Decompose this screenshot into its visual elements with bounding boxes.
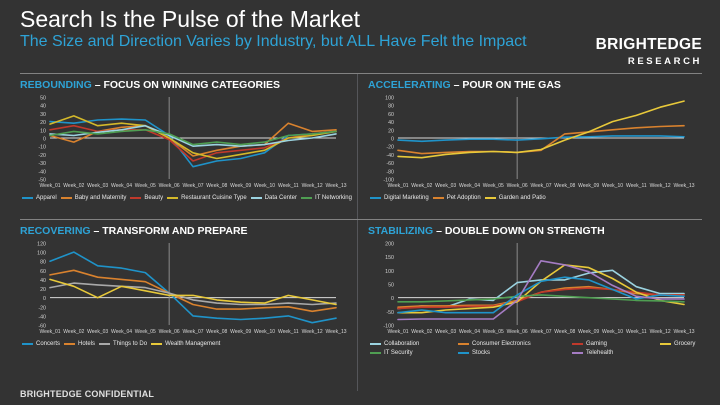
svg-text:Week_05: Week_05 xyxy=(483,183,504,189)
svg-text:Week_04: Week_04 xyxy=(111,329,132,335)
svg-text:-60: -60 xyxy=(386,161,394,167)
svg-text:Week_11: Week_11 xyxy=(278,183,299,189)
svg-text:Week_10: Week_10 xyxy=(602,183,623,189)
svg-text:-20: -20 xyxy=(38,305,46,311)
svg-text:Week_01: Week_01 xyxy=(39,183,60,189)
svg-text:10: 10 xyxy=(40,128,46,134)
svg-text:Week_06: Week_06 xyxy=(507,329,528,335)
svg-text:Week_03: Week_03 xyxy=(435,183,456,189)
svg-text:40: 40 xyxy=(40,104,46,110)
svg-text:Week_02: Week_02 xyxy=(411,329,432,335)
svg-text:Week_04: Week_04 xyxy=(111,183,132,189)
svg-text:60: 60 xyxy=(40,269,46,275)
svg-text:Week_02: Week_02 xyxy=(63,183,84,189)
svg-text:80: 80 xyxy=(40,260,46,266)
svg-text:100: 100 xyxy=(37,251,46,257)
svg-text:200: 200 xyxy=(385,242,394,248)
svg-text:20: 20 xyxy=(388,128,394,134)
svg-text:Week_08: Week_08 xyxy=(206,329,227,335)
svg-text:Week_07: Week_07 xyxy=(530,183,551,189)
svg-text:Week_12: Week_12 xyxy=(650,183,671,189)
svg-text:120: 120 xyxy=(37,242,46,248)
svg-text:Week_05: Week_05 xyxy=(483,329,504,335)
svg-text:40: 40 xyxy=(388,120,394,126)
svg-text:Week_09: Week_09 xyxy=(230,183,251,189)
svg-text:Week_06: Week_06 xyxy=(159,183,180,189)
svg-text:Week_03: Week_03 xyxy=(87,183,108,189)
svg-text:0: 0 xyxy=(391,296,394,302)
svg-text:0: 0 xyxy=(391,137,394,143)
svg-text:100: 100 xyxy=(385,269,394,275)
svg-text:Week_02: Week_02 xyxy=(63,329,84,335)
svg-text:Week_08: Week_08 xyxy=(206,183,227,189)
svg-text:Week_04: Week_04 xyxy=(459,329,480,335)
svg-text:-20: -20 xyxy=(386,145,394,151)
svg-text:0: 0 xyxy=(43,137,46,143)
svg-text:Week_10: Week_10 xyxy=(602,329,623,335)
svg-text:Week_08: Week_08 xyxy=(554,183,575,189)
svg-text:Week_10: Week_10 xyxy=(254,329,275,335)
svg-text:-50: -50 xyxy=(386,310,394,316)
svg-text:-10: -10 xyxy=(38,145,46,151)
svg-text:50: 50 xyxy=(388,283,394,289)
svg-text:-80: -80 xyxy=(386,169,394,175)
svg-text:20: 20 xyxy=(40,120,46,126)
svg-text:Week_11: Week_11 xyxy=(278,329,299,335)
svg-text:Week_05: Week_05 xyxy=(135,329,156,335)
svg-text:30: 30 xyxy=(40,112,46,118)
svg-text:Week_01: Week_01 xyxy=(387,183,408,189)
svg-text:Week_12: Week_12 xyxy=(650,329,671,335)
svg-text:40: 40 xyxy=(40,278,46,284)
svg-text:100: 100 xyxy=(385,96,394,102)
svg-text:0: 0 xyxy=(43,296,46,302)
svg-text:-40: -40 xyxy=(38,169,46,175)
svg-text:Week_13: Week_13 xyxy=(325,329,346,335)
svg-text:Week_08: Week_08 xyxy=(554,329,575,335)
svg-text:Week_10: Week_10 xyxy=(254,183,275,189)
svg-text:Week_12: Week_12 xyxy=(302,183,323,189)
svg-text:Week_05: Week_05 xyxy=(135,183,156,189)
svg-text:150: 150 xyxy=(385,255,394,261)
svg-text:Week_01: Week_01 xyxy=(387,329,408,335)
svg-text:Week_13: Week_13 xyxy=(673,183,694,189)
svg-text:Week_11: Week_11 xyxy=(626,329,647,335)
svg-text:Week_03: Week_03 xyxy=(87,329,108,335)
svg-text:Week_04: Week_04 xyxy=(459,183,480,189)
svg-text:Week_11: Week_11 xyxy=(626,183,647,189)
svg-text:Week_02: Week_02 xyxy=(411,183,432,189)
svg-text:-20: -20 xyxy=(38,153,46,159)
svg-text:-40: -40 xyxy=(38,314,46,320)
svg-text:Week_09: Week_09 xyxy=(230,329,251,335)
svg-text:80: 80 xyxy=(388,104,394,110)
svg-text:Week_06: Week_06 xyxy=(507,183,528,189)
svg-text:Week_07: Week_07 xyxy=(182,329,203,335)
svg-text:Week_13: Week_13 xyxy=(325,183,346,189)
svg-text:Week_07: Week_07 xyxy=(530,329,551,335)
svg-text:Week_09: Week_09 xyxy=(578,329,599,335)
svg-text:Week_01: Week_01 xyxy=(39,329,60,335)
svg-text:60: 60 xyxy=(388,112,394,118)
svg-text:Week_09: Week_09 xyxy=(578,183,599,189)
svg-text:Week_12: Week_12 xyxy=(302,329,323,335)
svg-text:Week_03: Week_03 xyxy=(435,329,456,335)
svg-text:Week_13: Week_13 xyxy=(673,329,694,335)
svg-text:Week_06: Week_06 xyxy=(159,329,180,335)
svg-text:50: 50 xyxy=(40,96,46,102)
svg-text:-30: -30 xyxy=(38,161,46,167)
svg-text:-40: -40 xyxy=(386,153,394,159)
svg-text:20: 20 xyxy=(40,287,46,293)
svg-text:Week_07: Week_07 xyxy=(182,183,203,189)
